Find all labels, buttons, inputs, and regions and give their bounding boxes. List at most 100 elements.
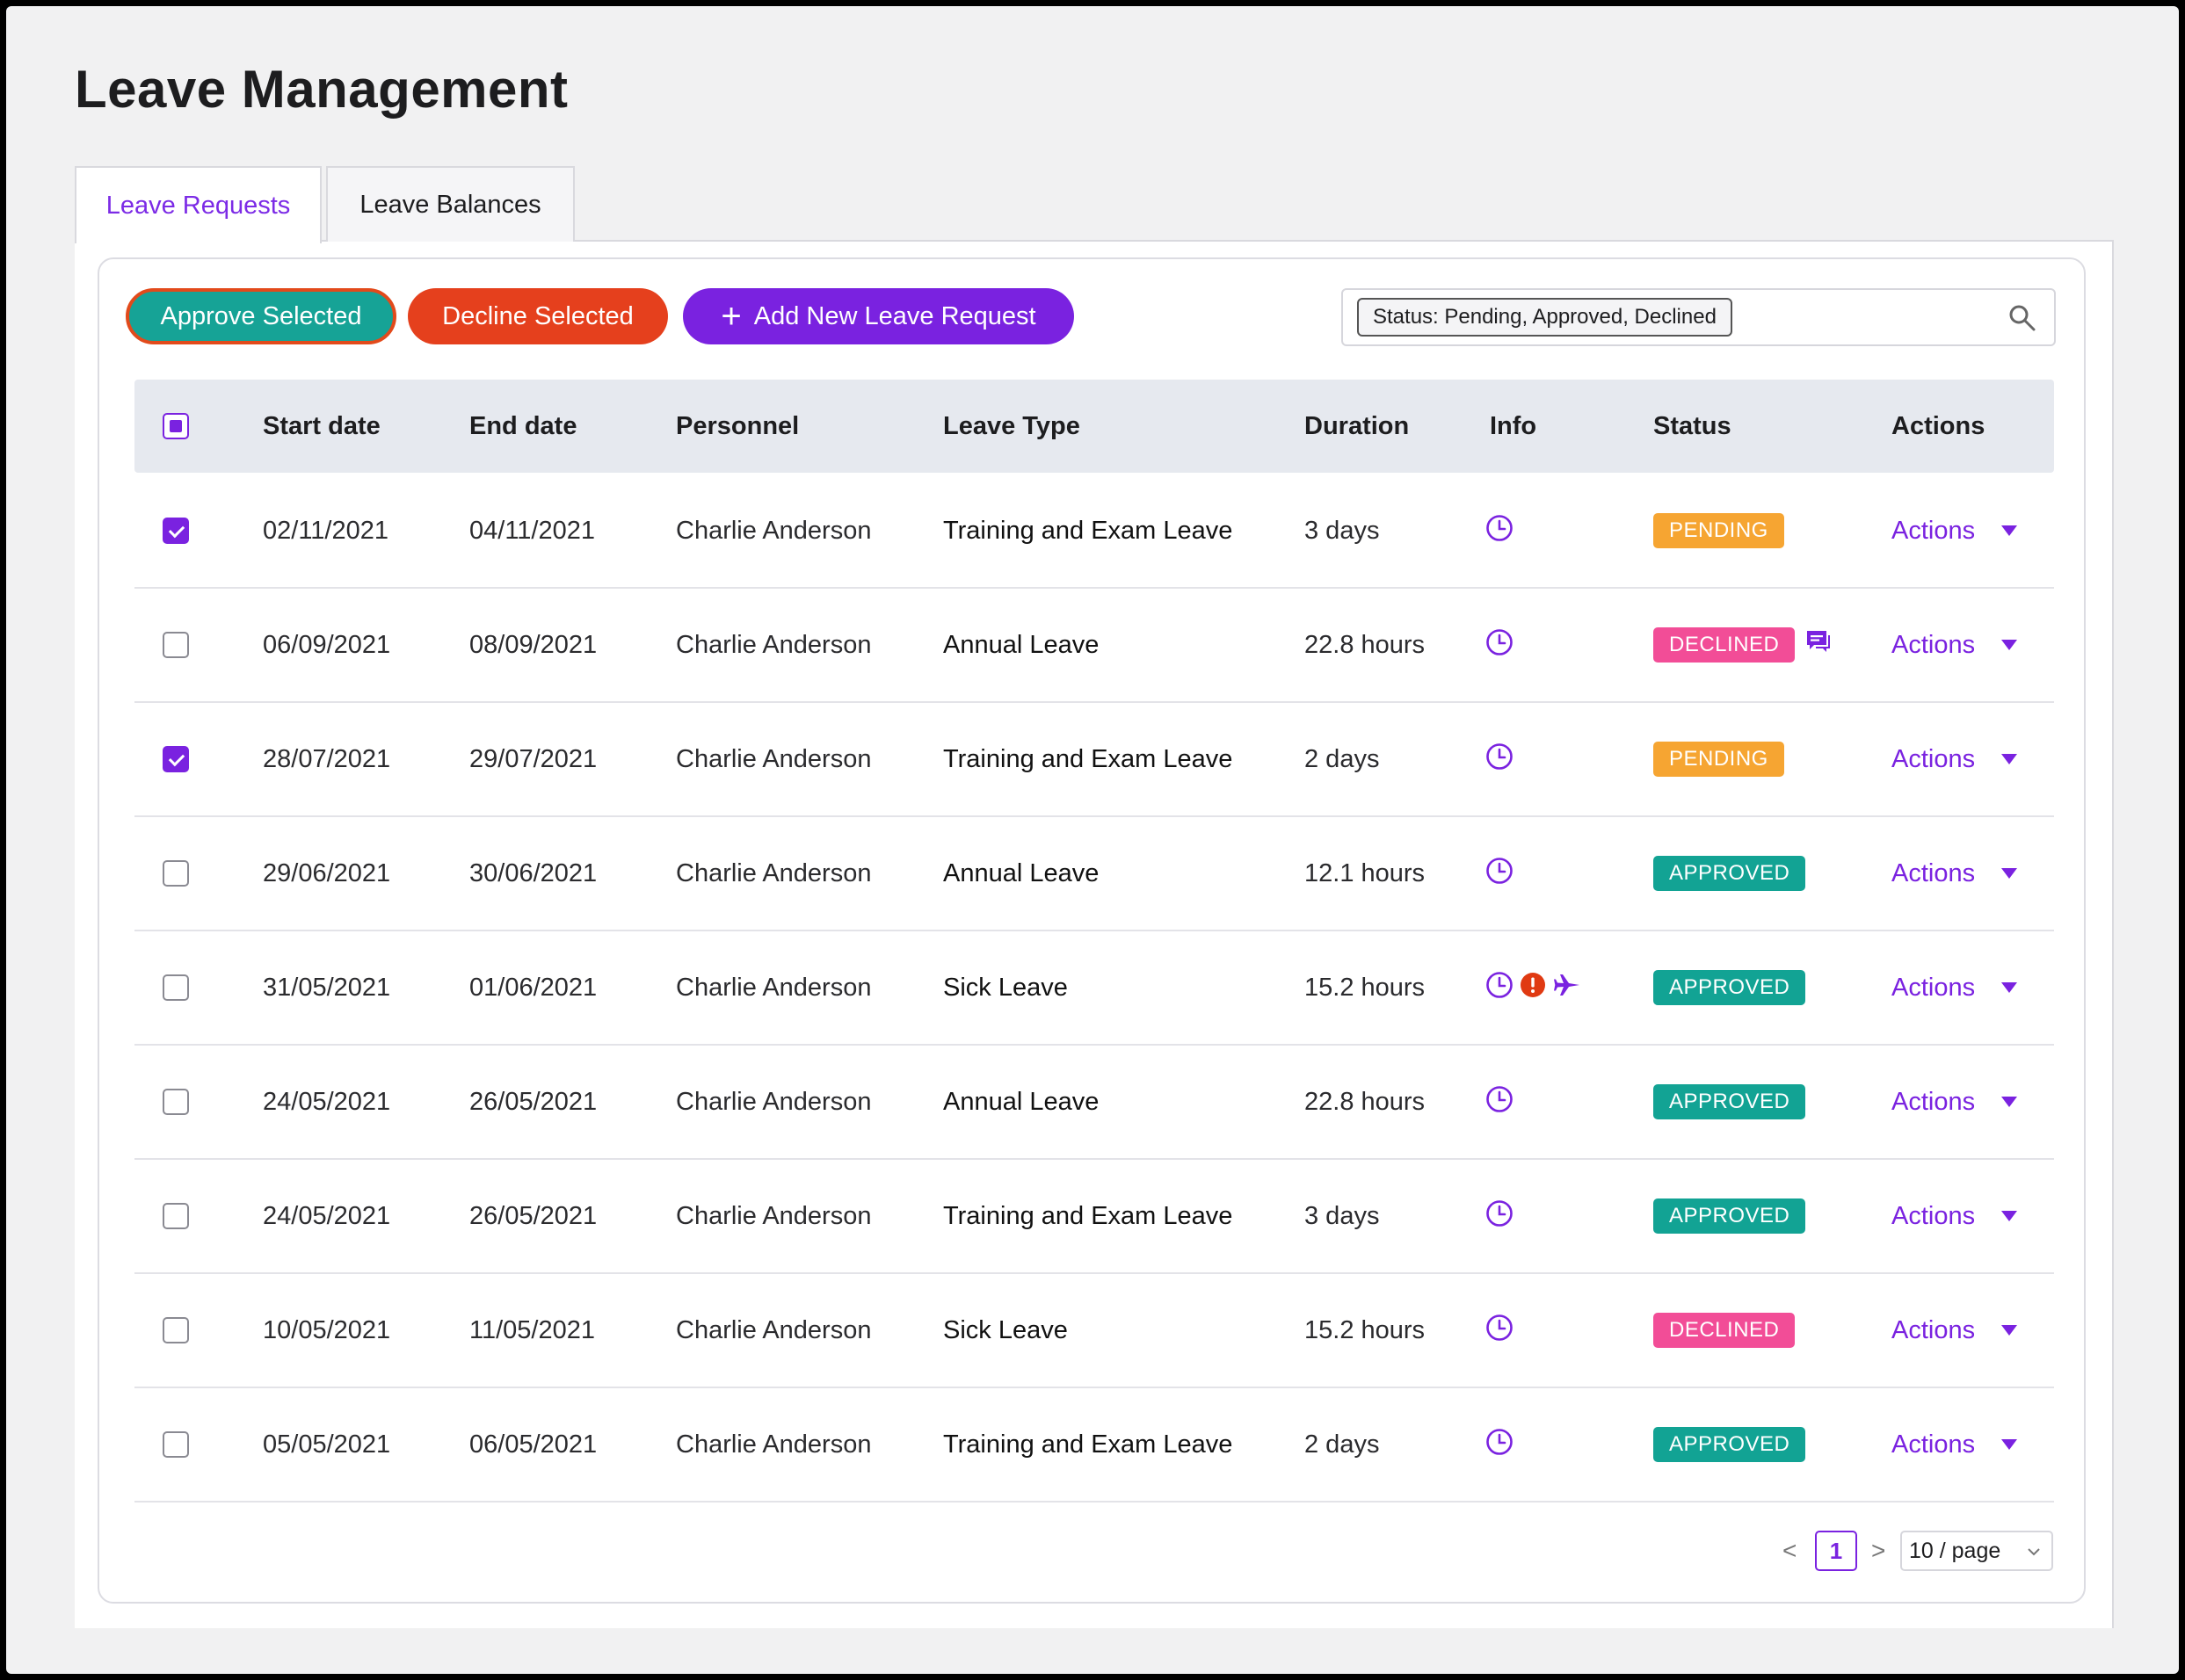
personnel-cell: Charlie Anderson — [676, 973, 872, 1002]
end-date-cell: 04/11/2021 — [469, 516, 595, 545]
actions-label: Actions — [1891, 516, 1976, 545]
end-date-cell: 29/07/2021 — [469, 744, 598, 773]
actions-dropdown[interactable]: Actions — [1891, 589, 1975, 701]
decline-selected-button[interactable]: Decline Selected — [408, 288, 668, 344]
caret-down-icon[interactable] — [2001, 868, 2017, 879]
personnel-cell: Charlie Anderson — [676, 1430, 872, 1459]
end-date-cell: 01/06/2021 — [469, 973, 598, 1002]
status-badge: APPROVED — [1653, 1427, 1806, 1462]
actions-dropdown[interactable]: Actions — [1891, 1388, 1975, 1501]
duration-cell: 22.8 hours — [1304, 630, 1426, 659]
plus-icon: + — [721, 297, 742, 336]
caret-down-icon[interactable] — [2001, 1211, 2017, 1221]
actions-dropdown[interactable]: Actions — [1891, 1160, 1975, 1272]
header-status[interactable]: Status — [1653, 411, 1731, 440]
clock-icon[interactable] — [1484, 627, 1514, 657]
header-end-date[interactable]: End date — [469, 411, 577, 440]
page-size-select[interactable]: 10 / page — [1900, 1531, 2053, 1571]
row-checkbox[interactable] — [163, 746, 189, 772]
status-badge: PENDING — [1653, 513, 1784, 548]
search-input[interactable]: Status: Pending, Approved, Declined — [1341, 288, 2056, 346]
row-checkbox[interactable] — [163, 518, 189, 544]
status-badge: APPROVED — [1653, 1198, 1806, 1234]
duration-cell: 22.8 hours — [1304, 1087, 1426, 1116]
clock-icon[interactable] — [1484, 856, 1514, 886]
status-badge: APPROVED — [1653, 1084, 1806, 1119]
end-date-cell: 11/05/2021 — [469, 1315, 595, 1344]
personnel-cell: Charlie Anderson — [676, 858, 872, 887]
clock-icon[interactable] — [1484, 742, 1514, 771]
row-checkbox[interactable] — [163, 860, 189, 887]
table-row: 05/05/2021 06/05/2021 Charlie Anderson Trai… — [134, 1388, 2054, 1503]
start-date-cell: 29/06/2021 — [263, 858, 391, 887]
tab-leave-requests[interactable]: Leave Requests — [75, 166, 322, 243]
comment-icon[interactable] — [1805, 629, 1832, 654]
personnel-cell: Charlie Anderson — [676, 630, 872, 659]
end-date-cell: 06/05/2021 — [469, 1430, 598, 1459]
row-checkbox[interactable] — [163, 974, 189, 1001]
select-all-checkbox[interactable] — [163, 413, 189, 439]
leave-type-cell: Annual Leave — [943, 858, 1100, 887]
add-leave-request-button[interactable]: + Add New Leave Request — [683, 288, 1074, 344]
caret-down-icon[interactable] — [2001, 982, 2017, 993]
header-leave-type[interactable]: Leave Type — [943, 411, 1080, 440]
duration-cell: 15.2 hours — [1304, 973, 1426, 1002]
add-leave-request-label: Add New Leave Request — [753, 301, 1036, 330]
duration-cell: 15.2 hours — [1304, 1315, 1426, 1344]
alert-icon[interactable] — [1520, 972, 1546, 998]
plane-icon[interactable] — [1553, 972, 1581, 998]
table-row: 24/05/2021 26/05/2021 Charlie Anderson Trai… — [134, 1160, 2054, 1274]
actions-dropdown[interactable]: Actions — [1891, 817, 1975, 930]
caret-down-icon[interactable] — [2001, 525, 2017, 536]
header-personnel[interactable]: Personnel — [676, 411, 800, 440]
actions-dropdown[interactable]: Actions — [1891, 1046, 1975, 1158]
actions-label: Actions — [1891, 973, 1976, 1002]
start-date-cell: 10/05/2021 — [263, 1315, 391, 1344]
approve-selected-button[interactable]: Approve Selected — [126, 288, 396, 344]
end-date-cell: 30/06/2021 — [469, 858, 598, 887]
row-checkbox[interactable] — [163, 1431, 189, 1458]
personnel-cell: Charlie Anderson — [676, 1201, 872, 1230]
tab-leave-balances[interactable]: Leave Balances — [326, 166, 575, 242]
page-title: Leave Management — [75, 60, 569, 119]
caret-down-icon[interactable] — [2001, 1439, 2017, 1450]
row-checkbox[interactable] — [163, 1203, 189, 1229]
actions-label: Actions — [1891, 858, 1976, 887]
search-icon[interactable] — [2007, 302, 2038, 334]
clock-icon[interactable] — [1484, 1427, 1514, 1457]
caret-down-icon[interactable] — [2001, 1325, 2017, 1336]
table-row: 10/05/2021 11/05/2021 Charlie Anderson Sick… — [134, 1274, 2054, 1388]
clock-icon[interactable] — [1484, 1313, 1514, 1343]
actions-label: Actions — [1891, 1315, 1976, 1344]
clock-icon[interactable] — [1484, 1198, 1514, 1228]
prev-page-button[interactable]: < — [1782, 1537, 1797, 1564]
caret-down-icon[interactable] — [2001, 640, 2017, 650]
table-row: 24/05/2021 26/05/2021 Charlie Anderson Annu… — [134, 1046, 2054, 1160]
row-checkbox[interactable] — [163, 632, 189, 658]
actions-dropdown[interactable]: Actions — [1891, 703, 1975, 815]
start-date-cell: 24/05/2021 — [263, 1201, 391, 1230]
table-row: 02/11/2021 04/11/2021 Charlie Anderson Trai… — [134, 474, 2054, 589]
clock-icon[interactable] — [1484, 970, 1514, 1000]
leave-type-cell: Training and Exam Leave — [943, 1201, 1233, 1230]
status-badge: APPROVED — [1653, 856, 1806, 891]
next-page-button[interactable]: > — [1871, 1537, 1886, 1564]
leave-type-cell: Annual Leave — [943, 1087, 1100, 1116]
current-page[interactable]: 1 — [1815, 1531, 1857, 1571]
start-date-cell: 28/07/2021 — [263, 744, 391, 773]
caret-down-icon[interactable] — [2001, 754, 2017, 764]
clock-icon[interactable] — [1484, 1084, 1514, 1114]
caret-down-icon[interactable] — [2001, 1097, 2017, 1107]
row-checkbox[interactable] — [163, 1089, 189, 1115]
row-checkbox[interactable] — [163, 1317, 189, 1343]
actions-dropdown[interactable]: Actions — [1891, 1274, 1975, 1387]
clock-icon[interactable] — [1484, 513, 1514, 543]
header-start-date[interactable]: Start date — [263, 411, 381, 440]
status-filter-tag[interactable]: Status: Pending, Approved, Declined — [1357, 298, 1732, 337]
header-duration[interactable]: Duration — [1304, 411, 1410, 440]
actions-dropdown[interactable]: Actions — [1891, 474, 1975, 587]
end-date-cell: 26/05/2021 — [469, 1201, 598, 1230]
table-row: 28/07/2021 29/07/2021 Charlie Anderson Trai… — [134, 703, 2054, 817]
actions-dropdown[interactable]: Actions — [1891, 931, 1975, 1044]
actions-label: Actions — [1891, 1201, 1976, 1230]
